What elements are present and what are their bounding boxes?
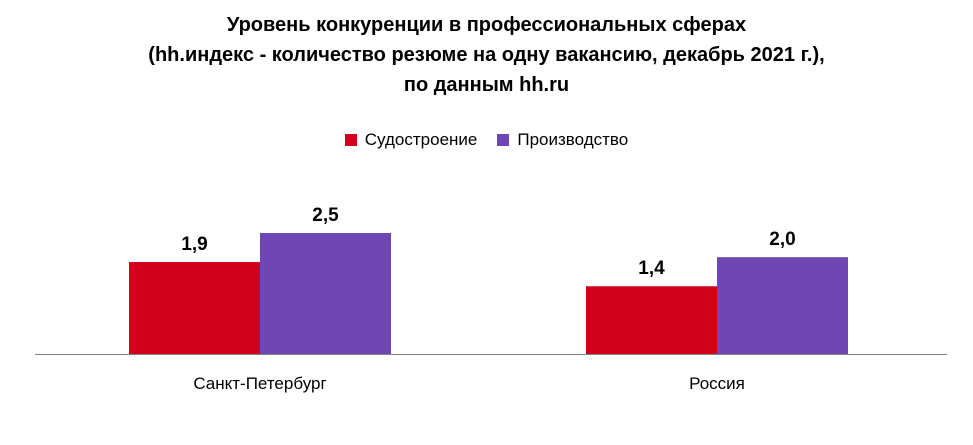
category-label-0: Санкт-Петербург [193, 374, 326, 393]
legend-label-shipbuilding: Судостроение [364, 130, 478, 149]
legend-item-shipbuilding: Судостроение [344, 130, 478, 150]
chart-title-line-2: (hh.индекс - количество резюме на одну в… [148, 44, 825, 66]
chart-title: Уровень конкуренции в профессиональных с… [0, 10, 973, 100]
legend-swatch-shipbuilding [344, 134, 357, 146]
data-label-0-0: 1,9 [181, 234, 207, 255]
data-label-1-0: 1,4 [638, 258, 665, 279]
data-label-0-1: 2,5 [312, 205, 339, 226]
legend-item-production: Производство [497, 130, 628, 150]
bar-1-1 [717, 257, 848, 354]
legend-swatch-production [497, 134, 510, 146]
bar-1-0 [586, 286, 717, 354]
chart-title-line-3: по данным hh.ru [403, 74, 570, 96]
category-label-1: Россия [689, 374, 745, 393]
bar-0-1 [260, 233, 391, 354]
legend-label-production: Производство [517, 130, 629, 149]
legend: Судостроение Производство [0, 130, 973, 150]
chart-title-line-1: Уровень конкуренции в профессиональных с… [226, 14, 747, 36]
bar-0-0 [129, 262, 260, 354]
data-label-1-1: 2,0 [769, 229, 795, 250]
